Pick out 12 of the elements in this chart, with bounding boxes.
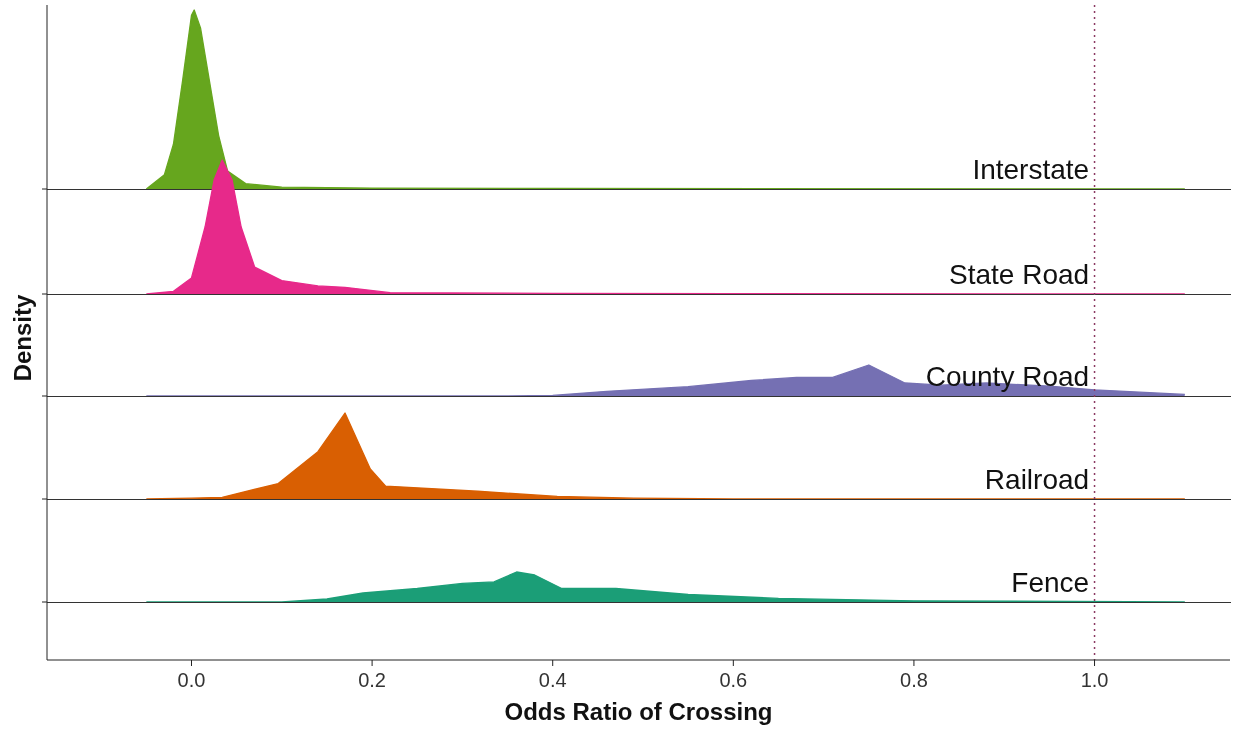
y-axis-title: Density	[8, 294, 36, 382]
x-tick-label: 0.2	[358, 668, 387, 691]
text: Railroad	[984, 464, 1090, 495]
x-tick-label: 1.0	[1080, 668, 1109, 691]
x-tick-label: 0.6	[719, 668, 748, 691]
text: Interstate	[972, 154, 1090, 185]
x-tick-label: 0.4	[538, 668, 567, 691]
text: State Road	[949, 259, 1090, 290]
x-tick-label: 0.8	[900, 668, 928, 691]
chart-title: Fence	[1011, 567, 1090, 598]
x-axis-title: Odds Ratio of Crossing	[504, 698, 773, 726]
x-tick-label: 0.0	[177, 668, 206, 691]
